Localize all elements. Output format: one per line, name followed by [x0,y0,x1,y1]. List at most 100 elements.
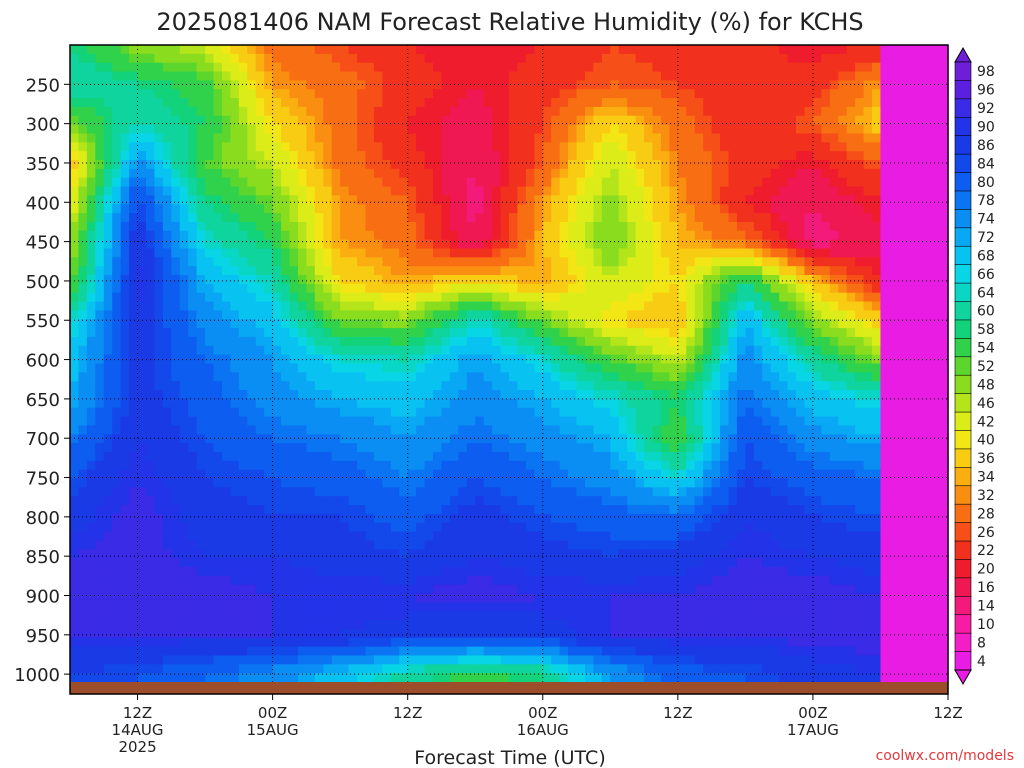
heatmap-cell [70,336,80,347]
heatmap-cell [855,390,865,400]
heatmap-cell [365,328,375,338]
heatmap-cell [500,390,510,400]
heatmap-cell [137,62,147,73]
heatmap-cell [838,98,848,108]
heatmap-cell [306,186,316,197]
heatmap-cell [306,124,316,135]
heatmap-cell [407,345,417,356]
heatmap-cell [880,257,890,267]
heatmap-cell [644,133,654,143]
heatmap-cell [939,363,949,373]
heatmap-cell [770,363,780,373]
heatmap-cell [297,443,307,453]
heatmap-cell [635,177,645,188]
heatmap-cell [500,292,510,303]
heatmap-cell [796,363,806,373]
heatmap-cell [205,443,215,453]
heatmap-cell [145,266,156,276]
heatmap-cell [644,345,654,356]
heatmap-cell [500,221,510,232]
heatmap-cell [162,257,172,267]
heatmap-cell [179,89,189,99]
heatmap-cell [855,80,865,90]
heatmap-cell [905,407,915,418]
heatmap-cell [618,283,628,294]
heatmap-cell [880,124,890,135]
heatmap-cell [399,151,409,161]
heatmap-cell [238,398,248,409]
heatmap-cell [551,275,561,285]
heatmap-cell [677,221,687,232]
heatmap-cell [416,390,426,400]
heatmap-cell [492,53,502,64]
heatmap-cell [627,168,637,179]
heatmap-cell [247,248,257,258]
heatmap-cell [568,425,578,435]
heatmap-cell [644,451,654,462]
heatmap-cell [863,451,873,462]
heatmap-cell [475,160,485,170]
heatmap-cell [289,168,299,179]
heatmap-cell [323,390,333,400]
heatmap-cell [829,160,839,170]
heatmap-cell [314,381,324,391]
heatmap-cell [154,221,164,232]
heatmap-cell [196,257,206,267]
heatmap-cell [112,443,122,453]
heatmap-cell [635,195,645,205]
heatmap-cell [652,416,662,427]
heatmap-cell [103,398,113,409]
heatmap-cell [264,283,274,294]
heatmap-cell [509,195,519,205]
heatmap-cell [255,266,265,276]
heatmap-cell [618,319,628,329]
heatmap-cell [787,204,797,214]
heatmap-cell [373,372,383,382]
heatmap-cell [677,71,687,81]
heatmap-cell [500,80,510,90]
heatmap-cell [736,390,746,400]
heatmap-cell [213,239,223,250]
heatmap-cell [627,239,637,250]
heatmap-cell [230,266,240,276]
heatmap-cell [660,301,670,312]
heatmap-cell [171,460,181,471]
heatmap-cell [331,328,341,338]
heatmap-cell [289,151,299,161]
heatmap-cell [433,45,443,55]
heatmap-cell [390,177,400,188]
heatmap-cell [525,319,535,329]
heatmap-cell [281,292,291,303]
heatmap-cell [95,53,105,64]
heatmap-cell [677,53,687,64]
heatmap-cell [221,310,231,320]
heatmap-cell [787,283,797,294]
heatmap-cell [880,53,890,64]
heatmap-cell [568,133,578,143]
heatmap-cell [348,62,358,73]
heatmap-cell [888,292,898,303]
heatmap-cell [787,186,797,197]
heatmap-cell [272,106,282,117]
heatmap-cell [500,354,510,365]
heatmap-cell [635,398,645,409]
heatmap-cell [635,230,645,241]
heatmap-cell [618,416,628,427]
heatmap-cell [407,142,417,152]
heatmap-cell [846,80,856,90]
heatmap-cell [669,45,679,55]
heatmap-cell [660,124,670,135]
heatmap-cell [382,80,392,90]
heatmap-cell [509,390,519,400]
heatmap-cell [534,275,544,285]
heatmap-cell [120,160,130,170]
heatmap-cell [500,328,510,338]
heatmap-cell [686,62,696,73]
heatmap-cell [103,363,113,373]
heatmap-cell [762,239,772,250]
heatmap-cell [914,168,924,179]
heatmap-cell [95,407,105,418]
heatmap-cell [694,115,704,126]
heatmap-cell [264,71,274,81]
heatmap-cell [517,407,527,418]
